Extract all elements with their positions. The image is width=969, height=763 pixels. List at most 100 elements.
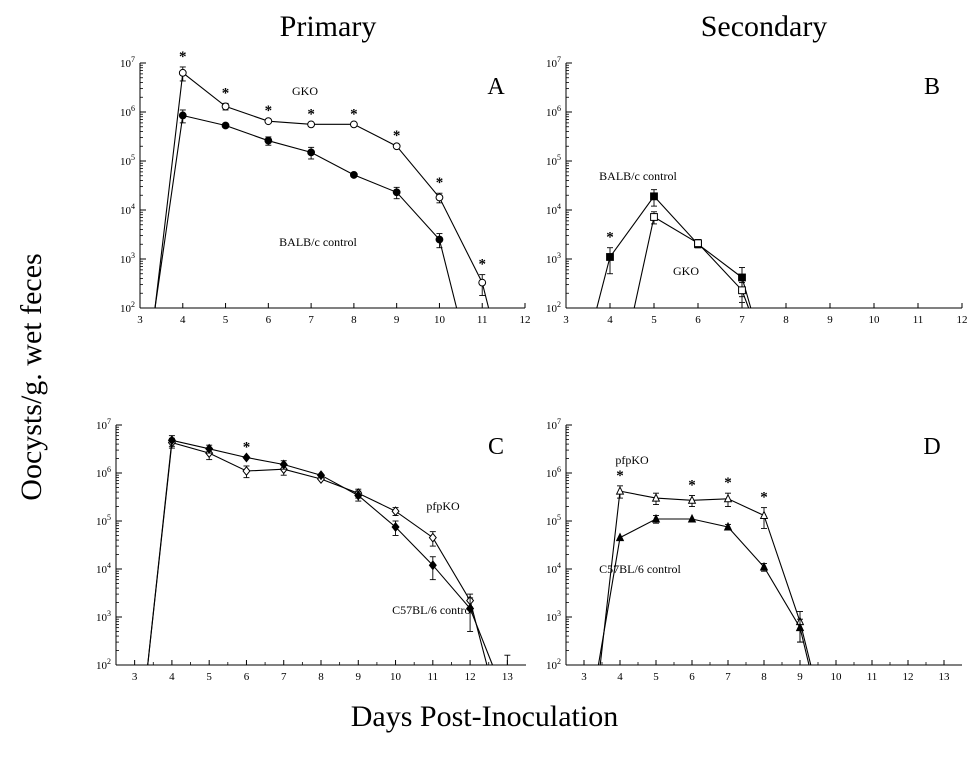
data-point [795,622,805,632]
x-tick-label: 12 [520,314,531,326]
x-tick-label: 11 [913,314,924,326]
data-point [478,278,487,287]
panel-letter: D [923,434,940,460]
y-tick-label: 103 [546,609,561,624]
y-tick-label: 103 [96,609,111,624]
x-tick-label: 13 [939,671,951,683]
x-tick-label: 5 [651,314,657,326]
data-point [221,102,230,111]
x-tick-label: 8 [761,671,767,683]
x-tick-label: 7 [308,314,314,326]
data-point [694,239,702,248]
significance-star: * [478,257,486,273]
x-tick-label: 11 [477,314,488,326]
data-point [650,192,658,201]
x-tick-label: 9 [394,314,400,326]
data-point [178,68,187,77]
x-tick-label: 6 [689,671,695,683]
data-point [435,193,444,202]
data-point [354,490,363,501]
data-point [759,510,769,520]
significance-star: * [760,490,768,506]
x-tick-label: 5 [223,314,229,326]
x-tick-label: 8 [351,314,357,326]
significance-star: * [688,477,696,493]
significance-star: * [616,468,624,484]
data-point [392,188,401,197]
x-tick-label: 4 [180,314,186,326]
panel-letter: C [488,434,504,460]
y-tick-label: 103 [120,251,135,266]
y-tick-label: 107 [546,417,561,432]
panel-b-chart: 102 103 104 105 106 107 3 4 5 6 7 8 9 10 11 12 * B BALB/c … [546,55,968,326]
x-tick-label: 12 [903,671,914,683]
y-tick-label: 103 [546,251,561,266]
x-tick-label: 7 [739,314,745,326]
panel-letter: A [487,74,505,100]
series-line-1 [147,441,488,666]
x-tick-label: 4 [169,671,175,683]
significance-star: * [606,230,614,246]
series-annotation: C57BL/6 control [392,603,474,617]
y-tick-label: 105 [546,513,561,528]
data-point [428,560,437,571]
data-point [466,603,475,614]
data-point [178,111,187,120]
x-tick-label: 6 [695,314,701,326]
panel-letter: B [924,74,940,100]
data-point [738,273,746,282]
y-tick-label: 107 [546,55,561,70]
data-point [242,466,251,477]
significance-star: * [350,106,358,122]
data-point [391,522,400,532]
secondary-column-title: Secondary [700,10,828,43]
y-tick-label: 106 [96,465,111,480]
x-tick-label: 4 [617,671,623,683]
y-tick-label: 104 [546,561,561,576]
x-tick-label: 11 [867,671,878,683]
data-point [651,513,661,523]
x-tick-label: 3 [563,314,569,326]
series-line-2 [154,114,458,309]
data-point [687,513,697,523]
series-line-1 [596,195,752,309]
data-point [307,148,316,157]
y-tick-label: 105 [96,513,111,528]
data-point [316,470,326,481]
data-point [606,253,614,261]
series-line-2 [633,216,750,309]
y-tick-label: 106 [120,104,135,119]
data-point [205,443,214,454]
y-tick-label: 107 [120,55,135,70]
y-tick-label: 106 [546,465,561,480]
panel-a-chart: 102 103 104 105 106 107 3 4 5 6 7 8 9 10 11 12 * * * * * * * * A… [120,49,531,326]
x-tick-label: 3 [132,671,138,683]
series-annotation: BALB/c control [279,235,357,249]
y-tick-label: 106 [546,104,561,119]
data-point [242,452,251,463]
y-tick-label: 104 [120,202,135,217]
x-tick-label: 7 [281,671,287,683]
data-point [723,521,733,531]
primary-column-title: Primary [279,10,377,43]
panel-d-chart: 102 103 104 105 106 107 3 4 5 6 7 8 9 10 11 12 13 * * * * Dpf… [546,417,962,683]
x-tick-label: 9 [797,671,803,683]
x-tick-label: 9 [827,314,833,326]
data-point [279,459,288,470]
significance-star: * [436,175,444,191]
data-point [349,120,358,129]
y-tick-label: 105 [546,153,561,168]
x-tick-label: 10 [869,314,881,326]
x-tick-label: 11 [428,671,439,683]
data-point [428,532,437,543]
data-point [759,561,769,571]
significance-star: * [724,475,732,491]
data-point [167,435,176,446]
data-point [723,493,733,503]
data-point [738,286,746,295]
data-point [264,136,273,145]
series-annotation: pfpKO [426,499,460,513]
data-point [349,171,358,179]
y-tick-label: 102 [120,300,135,315]
y-tick-label: 102 [546,657,561,672]
